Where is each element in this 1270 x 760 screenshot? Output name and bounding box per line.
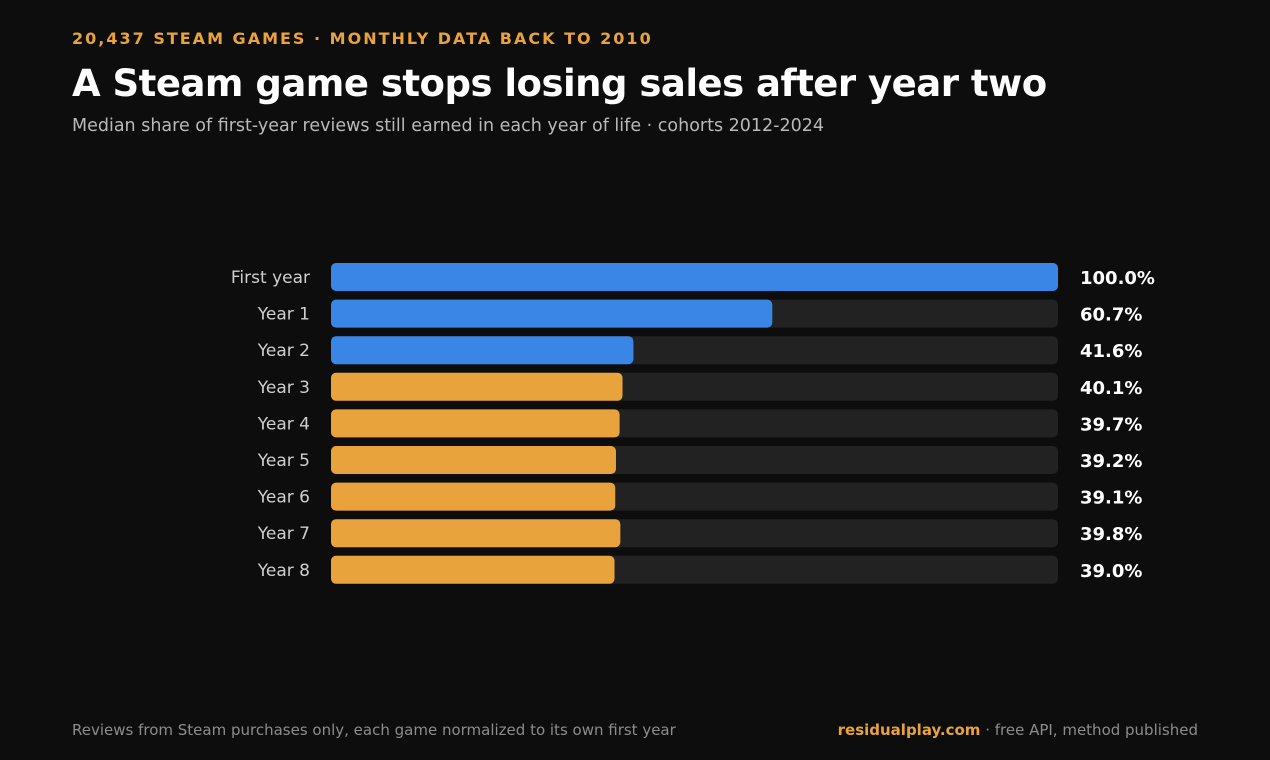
value-label: 60.7% (1080, 305, 1142, 326)
bar (331, 482, 616, 511)
bar (331, 263, 1058, 291)
category-label: Year 3 (257, 378, 310, 398)
category-label: Year 7 (257, 524, 310, 544)
bar-row: Year 6 39.1% (257, 482, 1142, 511)
bar (331, 519, 621, 548)
bar-row: Year 3 40.1% (257, 372, 1142, 401)
bar (331, 446, 616, 474)
value-label: 100.0% (1080, 268, 1155, 289)
footer-suffix: · free API, method published (980, 721, 1198, 739)
brand-link[interactable]: residualplay.com (837, 721, 981, 739)
category-label: Year 2 (257, 341, 310, 361)
bar-row: Year 5 39.2% (257, 446, 1142, 474)
category-label: Year 4 (257, 414, 310, 434)
bar (331, 555, 615, 584)
category-label: Year 5 (257, 451, 310, 471)
category-label: Year 1 (257, 305, 310, 325)
bar-row: Year 1 60.7% (257, 299, 1142, 328)
chart-kicker: 20,437 STEAM GAMES · MONTHLY DATA BACK T… (72, 29, 653, 48)
bar (331, 372, 623, 401)
category-label: First year (231, 268, 310, 288)
value-label: 41.6% (1080, 341, 1142, 362)
value-label: 39.8% (1080, 524, 1142, 545)
footer-attribution: residualplay.com · free API, method publ… (838, 721, 1198, 739)
chart-title: A Steam game stops losing sales after ye… (72, 62, 1047, 105)
chart-subtitle: Median share of first-year reviews still… (72, 116, 825, 136)
value-label: 39.7% (1080, 414, 1142, 435)
bar-row: Year 8 39.0% (257, 555, 1142, 584)
category-label: Year 6 (257, 488, 310, 508)
value-label: 40.1% (1080, 378, 1142, 399)
bar (331, 336, 634, 365)
value-label: 39.2% (1080, 451, 1142, 472)
bar (331, 409, 620, 438)
value-label: 39.0% (1080, 561, 1142, 582)
value-label: 39.1% (1080, 488, 1142, 509)
bar-row: Year 2 41.6% (257, 336, 1142, 365)
footer-note: Reviews from Steam purchases only, each … (72, 721, 676, 739)
bar (331, 299, 773, 328)
bar-row: Year 7 39.8% (257, 519, 1142, 548)
bar-row: Year 4 39.7% (257, 409, 1142, 438)
bar-row: First year 100.0% (231, 263, 1155, 291)
category-label: Year 8 (257, 561, 310, 581)
